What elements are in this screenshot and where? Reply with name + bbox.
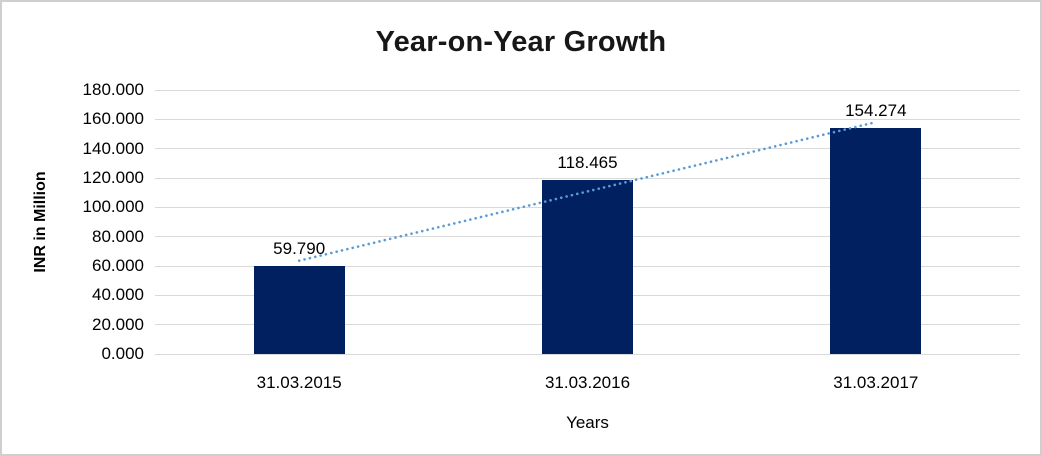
y-axis-tick-label: 160.000 [82, 109, 144, 129]
bar [830, 127, 922, 354]
y-gridline [155, 89, 1020, 91]
y-axis-tick-label: 40.000 [92, 285, 144, 305]
y-axis-tick-label: 0.000 [101, 344, 144, 363]
y-axis-tick-label: 120.000 [82, 168, 144, 187]
x-axis-tick-label: 31.03.2015 [256, 373, 342, 392]
chart-title: Year-on-Year Growth [375, 26, 667, 58]
x-axis-tick-label: 31.03.2017 [833, 373, 919, 392]
y-axis-tick-label: 20.000 [92, 314, 144, 334]
y-axis-tick-label: 60.000 [92, 256, 144, 275]
y-gridline [155, 353, 1020, 355]
y-axis-tick-label: 100.000 [82, 197, 144, 217]
y-axis-tick-label: 80.000 [92, 226, 144, 246]
x-axis-title: Years [566, 413, 609, 432]
x-axis-tick-label: 31.03.2016 [544, 373, 631, 392]
y-axis-title: INR in Million [32, 171, 49, 273]
bar [253, 266, 345, 354]
data-label: 154.274 [845, 100, 907, 120]
bar [542, 180, 633, 354]
y-axis-tick-label: 140.000 [82, 138, 144, 158]
y-axis-tick-label: 180.000 [82, 80, 144, 99]
data-label: 118.465 [557, 153, 618, 173]
y-gridline [155, 118, 1020, 120]
data-label: 59.790 [273, 239, 326, 259]
